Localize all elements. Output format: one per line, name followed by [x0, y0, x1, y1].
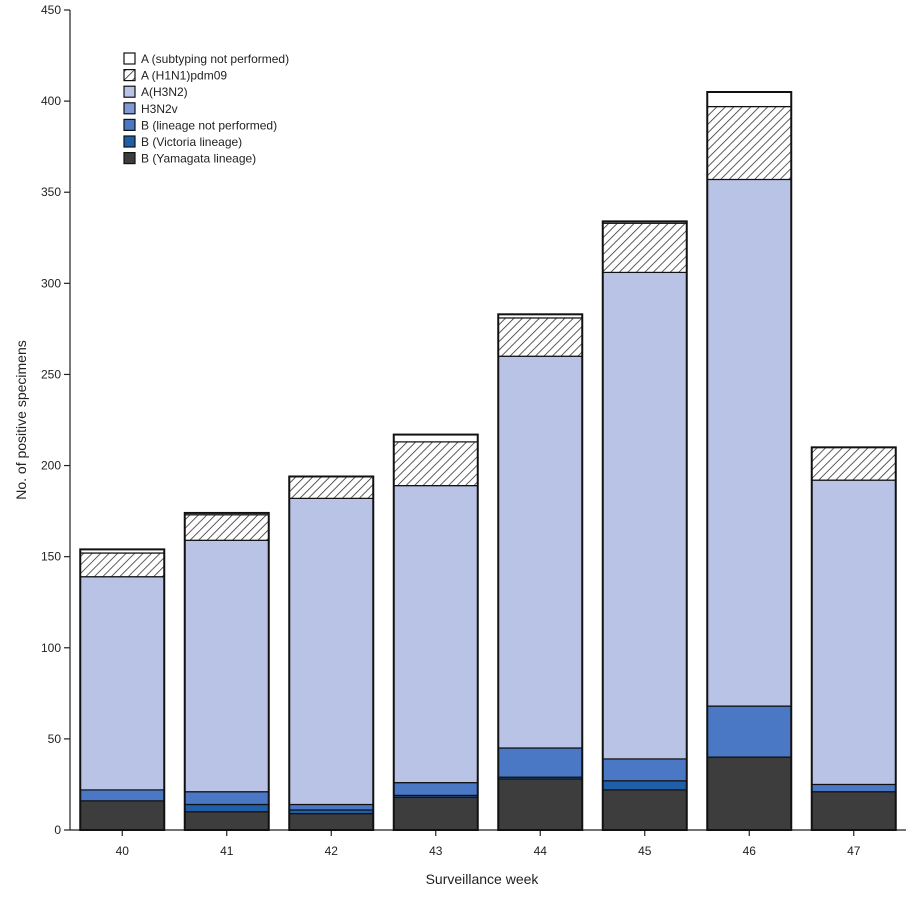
bar-segment-a-h1n1-pdm09	[79, 552, 165, 578]
bar-segment-a-h3n2	[79, 576, 165, 791]
legend-label: B (Yamagata lineage)	[141, 152, 256, 166]
bar-stack-week-46	[706, 91, 793, 831]
legend-swatch	[123, 152, 136, 165]
y-tick-label: 300	[41, 276, 61, 290]
bar-segment-b-yamagata-lineage	[288, 812, 374, 831]
y-tick-label: 50	[48, 732, 62, 746]
bar-segment-b-victoria-lineage	[184, 803, 270, 813]
bar-segment-a-h3n2	[184, 539, 270, 793]
bar-outline	[392, 433, 479, 831]
bar-stack-week-45	[601, 220, 688, 831]
bar-segment-b-lineage-not-performed	[706, 705, 792, 758]
legend-label: A (subtyping not performed)	[141, 52, 289, 66]
bar-segment-b-yamagata-lineage	[602, 789, 688, 831]
bar-segment-a-h1n1-pdm09	[184, 514, 270, 541]
legend-item: H3N2v	[123, 102, 178, 116]
bar-stack-week-42	[288, 475, 375, 831]
y-tick-label: 150	[41, 550, 61, 564]
bar-segment-a-h3n2	[393, 485, 479, 784]
bar-segment-b-lineage-not-performed	[288, 803, 374, 811]
bar-outline	[810, 446, 897, 831]
legend-item: B (Victoria lineage)	[123, 135, 242, 149]
bar-segment-a-h1n1-pdm09	[602, 222, 688, 273]
bar-segment-a-h1n1-pdm09	[811, 446, 897, 481]
legend-item: B (Yamagata lineage)	[123, 152, 256, 166]
legend-item: B (lineage not performed)	[123, 118, 277, 132]
x-tick-label: 45	[638, 844, 652, 858]
bar-segment-a-h1n1-pdm09	[706, 105, 792, 181]
legend-label: H3N2v	[141, 102, 178, 116]
bar-stack-week-47	[810, 446, 897, 831]
legend-label: B (Victoria lineage)	[141, 135, 242, 149]
bar-stack-week-41	[183, 511, 270, 832]
bar-segment-a-h3n2	[602, 271, 688, 760]
bar-stack-week-40	[79, 548, 166, 832]
bar-segment-b-lineage-not-performed	[393, 782, 479, 796]
legend-item: A (H1N1)pdm09	[123, 68, 227, 83]
bar-segment-b-lineage-not-performed	[184, 791, 270, 806]
bar-segment-b-yamagata-lineage	[497, 778, 583, 831]
x-tick-label: 44	[534, 844, 548, 858]
bar-segment-a-h3n2	[497, 355, 583, 749]
x-tick-label: 41	[220, 844, 234, 858]
legend-swatch	[123, 135, 136, 148]
y-axis-title: No. of positive specimens	[13, 340, 29, 500]
bar-segment-b-lineage-not-performed	[811, 783, 897, 793]
bar-segment-a-h1n1-pdm09	[497, 317, 583, 357]
bar-segment-b-lineage-not-performed	[602, 758, 688, 782]
x-tick-label: 42	[325, 844, 339, 858]
legend-item: A (subtyping not performed)	[123, 52, 289, 66]
legend-swatch	[123, 68, 136, 82]
bar-outline	[288, 475, 375, 831]
bar-segment-b-yamagata-lineage	[79, 800, 165, 831]
x-tick-label: 40	[116, 844, 130, 858]
bars	[79, 91, 897, 832]
bar-outline	[706, 91, 793, 831]
legend-label: A (H1N1)pdm09	[141, 69, 227, 83]
bar-segment-a-h3n2	[811, 479, 897, 786]
bar-segment-a-h3n2	[288, 497, 374, 806]
y-tick-label: 350	[41, 185, 61, 199]
legend-swatch	[123, 118, 136, 132]
bar-segment-b-victoria-lineage	[602, 780, 688, 791]
y-tick-label: 450	[41, 3, 61, 17]
bar-stack-week-44	[497, 313, 584, 831]
legend-swatch	[123, 85, 136, 98]
bar-segment-a-h1n1-pdm09	[393, 441, 479, 487]
bar-segment-a-h1n1-pdm09	[288, 475, 374, 499]
bar-segment-b-lineage-not-performed	[79, 789, 165, 802]
bar-outline	[497, 313, 584, 831]
bar-segment-b-yamagata-lineage	[811, 791, 897, 831]
bar-stack-week-43	[392, 433, 479, 831]
legend-label: A(H3N2)	[141, 85, 188, 99]
bar-segment-a-h3n2	[706, 178, 792, 707]
legend-swatch	[123, 102, 136, 115]
y-tick-label: 100	[41, 641, 61, 655]
legend: A (subtyping not performed) A (H1N1)pdm09…	[123, 52, 289, 166]
y-tick-label: 0	[54, 823, 61, 837]
y-tick-label: 200	[41, 459, 61, 473]
bar-segment-b-yamagata-lineage	[706, 756, 792, 831]
x-tick-label: 47	[847, 844, 861, 858]
bar-segment-a-subtyping-not-performed	[706, 91, 792, 108]
bar-segment-b-yamagata-lineage	[184, 811, 270, 831]
legend-item: A(H3N2)	[123, 85, 188, 99]
x-tick-label: 46	[743, 844, 757, 858]
x-tick-label: 43	[429, 844, 443, 858]
bar-segment-b-yamagata-lineage	[393, 796, 479, 831]
bar-outline	[183, 511, 270, 832]
bar-outline	[601, 220, 688, 831]
y-tick-label: 400	[41, 94, 61, 108]
bar-segment-b-lineage-not-performed	[497, 747, 583, 778]
bar-outline	[79, 548, 166, 832]
legend-label: B (lineage not performed)	[141, 118, 277, 132]
bar-segment-a-subtyping-not-performed	[393, 433, 479, 443]
x-axis-title: Surveillance week	[426, 871, 540, 887]
y-tick-label: 250	[41, 367, 61, 381]
legend-swatch	[123, 52, 136, 65]
